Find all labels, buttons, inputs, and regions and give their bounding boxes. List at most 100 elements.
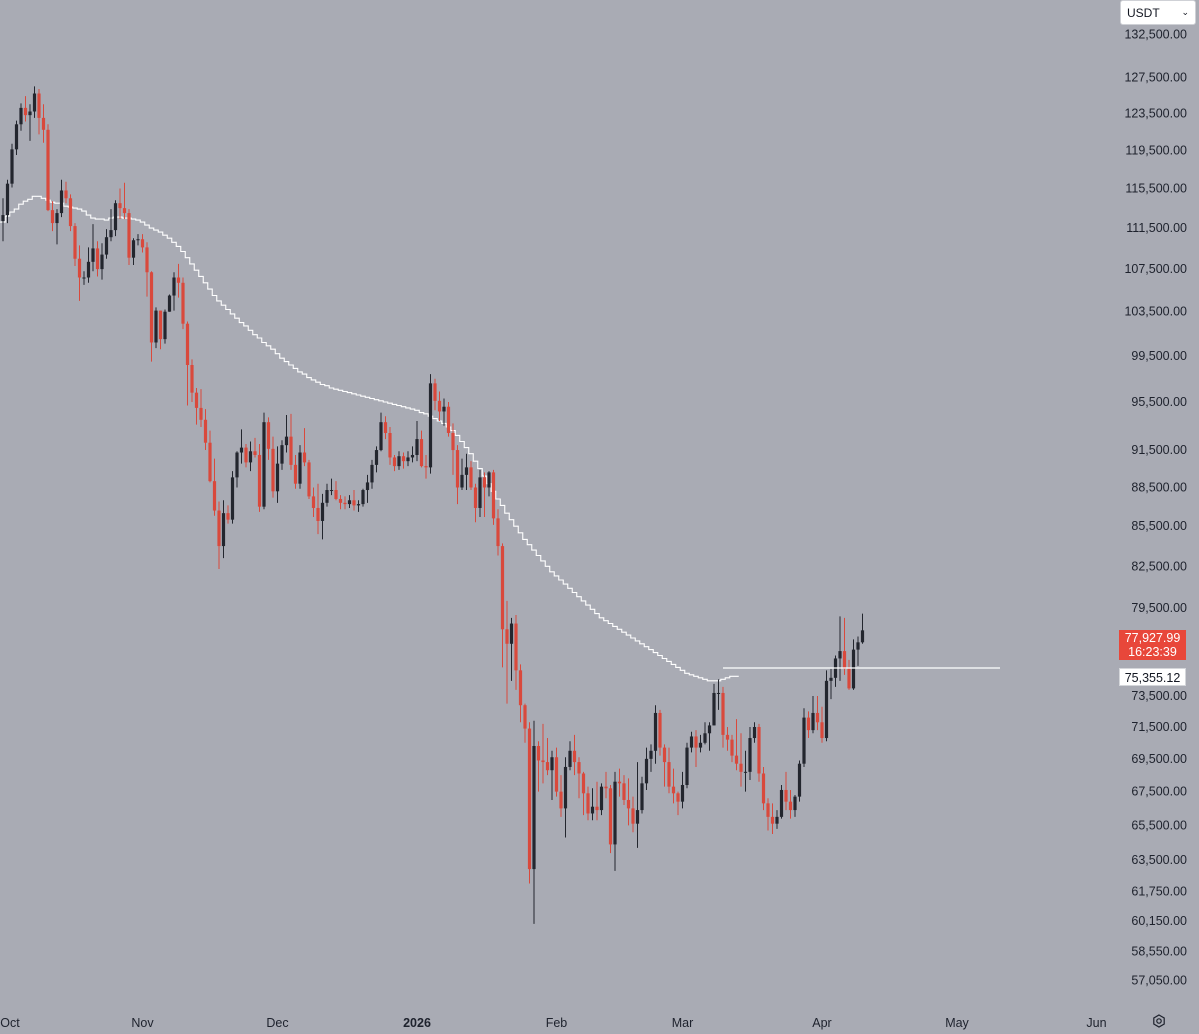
- candle: [181, 277, 185, 330]
- candle-body: [635, 810, 640, 824]
- candle: [442, 398, 446, 426]
- candle: [199, 389, 203, 427]
- candle: [532, 720, 536, 924]
- candle: [118, 188, 122, 220]
- candle: [599, 783, 604, 816]
- candle: [239, 429, 244, 464]
- candle: [275, 446, 280, 503]
- candle-body: [415, 439, 419, 455]
- candle-body: [190, 365, 194, 393]
- candle: [419, 430, 424, 468]
- candle: [311, 487, 316, 518]
- candle: [5, 179, 10, 224]
- price-tick-label: 71,500.00: [1131, 720, 1187, 734]
- candle: [127, 209, 131, 265]
- candle-body: [802, 717, 806, 764]
- gear-icon[interactable]: [1151, 1013, 1167, 1029]
- candle: [631, 796, 635, 833]
- candle: [644, 747, 649, 790]
- candle-body: [523, 705, 527, 729]
- candle-body: [820, 722, 824, 739]
- candle-body: [181, 282, 185, 324]
- candle: [46, 124, 50, 212]
- candle-body: [244, 447, 248, 463]
- candle: [194, 387, 199, 425]
- candle-body: [640, 783, 644, 811]
- candle: [289, 413, 293, 470]
- candle: [361, 488, 365, 507]
- candle-body: [145, 247, 149, 273]
- candle: [28, 104, 32, 141]
- candle: [437, 391, 442, 421]
- currency-selector[interactable]: USDT ⌄: [1120, 0, 1196, 25]
- candle: [203, 409, 208, 451]
- candle: [712, 683, 716, 726]
- candle: [815, 696, 820, 731]
- candle-body: [478, 477, 482, 508]
- candle: [604, 771, 608, 799]
- candle-body: [100, 254, 104, 270]
- price-tick-label: 111,500.00: [1126, 221, 1187, 235]
- candle-body: [761, 773, 766, 804]
- candle-body: [320, 502, 325, 521]
- candle: [190, 359, 194, 403]
- candle: [262, 412, 266, 510]
- candle-body: [658, 712, 662, 748]
- candle-body: [109, 230, 113, 238]
- candle: [109, 209, 113, 242]
- candle-body: [770, 816, 775, 824]
- candle-body: [266, 422, 271, 449]
- candle: [338, 495, 343, 510]
- candle-body: [325, 490, 329, 503]
- candle: [743, 750, 748, 792]
- candle-body: [289, 436, 293, 465]
- candle-body: [185, 323, 190, 366]
- candle-body: [239, 447, 244, 453]
- candle: [329, 478, 334, 496]
- candle-body: [676, 793, 680, 802]
- time-tick-label: Feb: [546, 1016, 568, 1030]
- candle: [302, 428, 307, 467]
- candle: [833, 655, 838, 687]
- candle: [788, 789, 793, 819]
- candle: [136, 234, 140, 246]
- candle-body: [329, 490, 334, 492]
- candle-body: [118, 203, 122, 209]
- price-axis[interactable]: 132,500.00 127,500.00 123,500.00 119,500.00…: [1124, 27, 1187, 987]
- candle-body: [653, 712, 658, 751]
- candle: [185, 321, 190, 406]
- candle: [487, 471, 491, 497]
- candle-body: [703, 733, 707, 743]
- candle: [451, 423, 455, 475]
- candle: [392, 454, 397, 472]
- candle-body: [847, 668, 851, 689]
- candle-body: [464, 467, 469, 475]
- candle-body: [203, 419, 208, 443]
- price-tick-label: 63,500.00: [1131, 853, 1187, 867]
- candle-body: [86, 261, 91, 278]
- candle: [316, 483, 320, 535]
- candle: [734, 719, 739, 771]
- candle: [217, 501, 221, 570]
- last-price-value: 77,927.99: [1124, 631, 1181, 645]
- candle: [415, 420, 419, 462]
- candle-body: [739, 763, 743, 772]
- candle-body: [82, 277, 86, 279]
- candle-body: [487, 472, 491, 488]
- candle: [514, 614, 518, 690]
- candle: [122, 182, 127, 220]
- candle: [739, 733, 743, 787]
- price-tick-label: 85,500.00: [1131, 519, 1187, 533]
- candle-body: [253, 451, 257, 455]
- candle-body: [685, 747, 689, 785]
- candle: [50, 201, 55, 232]
- time-axis[interactable]: Oct Nov Dec 2026 Feb Mar Apr May Jun: [0, 1016, 1106, 1030]
- candle: [716, 679, 721, 710]
- candle-body: [725, 734, 730, 740]
- candle-body: [64, 190, 68, 199]
- candle: [703, 722, 707, 745]
- candle: [365, 474, 370, 503]
- candle-body: [230, 477, 235, 520]
- candle: [721, 686, 725, 748]
